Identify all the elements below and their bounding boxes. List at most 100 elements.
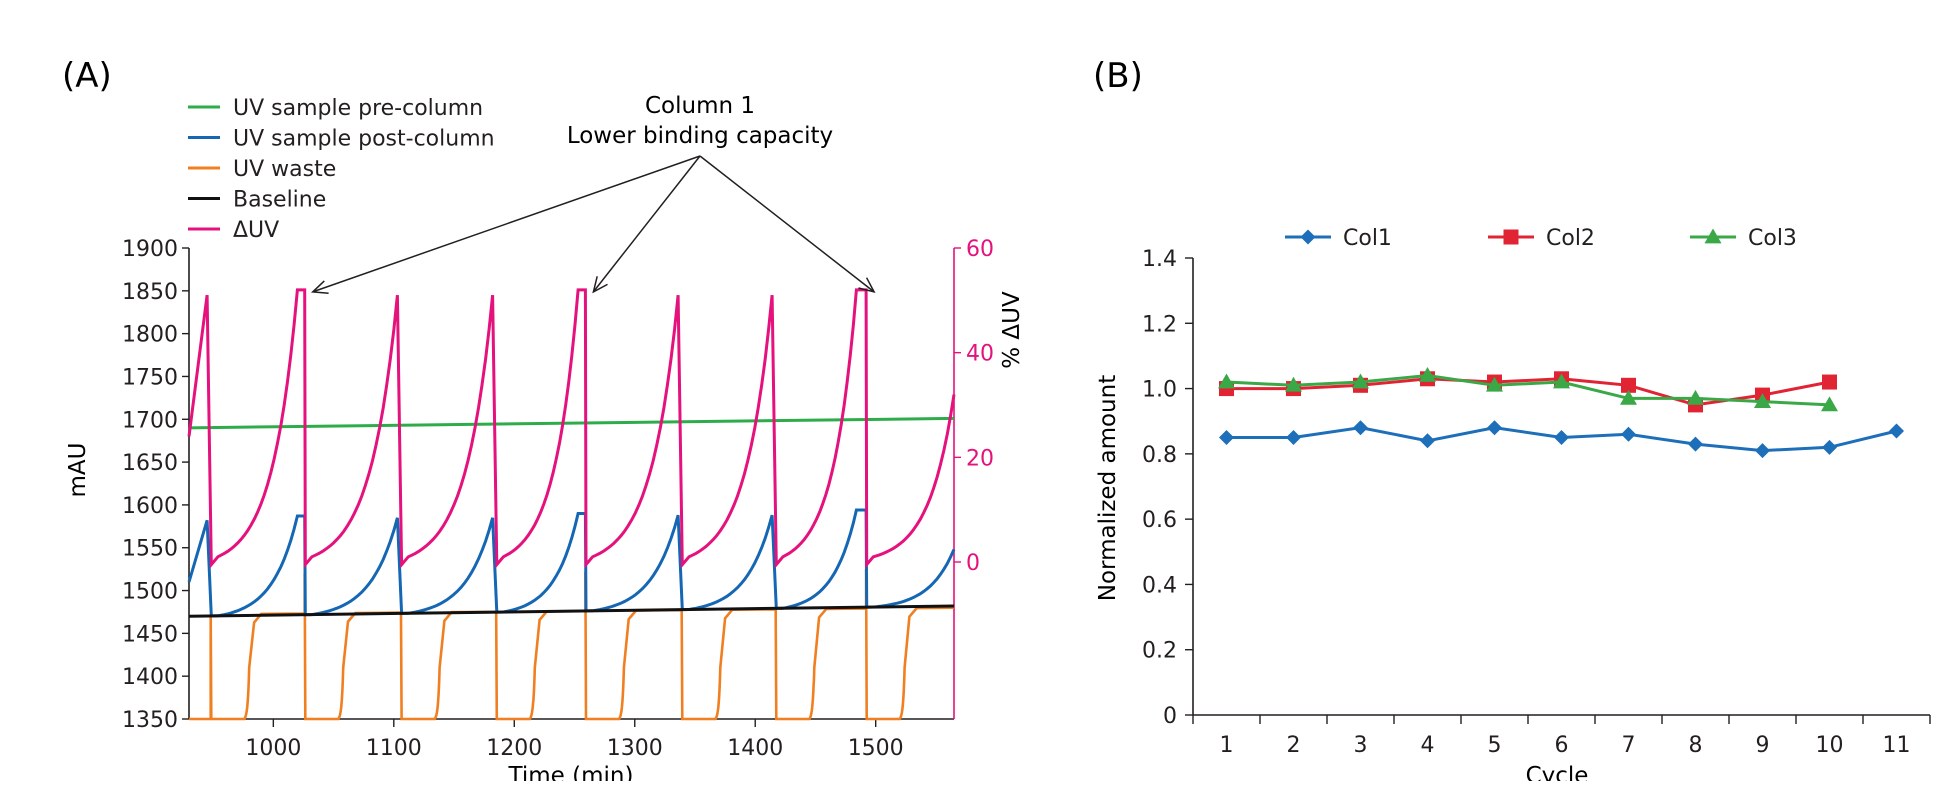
y-tick-label: 0.2 xyxy=(1142,639,1177,664)
series-col1-point xyxy=(1420,433,1435,449)
panel-b-x-axis-label: Cycle xyxy=(1526,763,1589,781)
legend-label: UV waste xyxy=(233,157,336,182)
legend-marker xyxy=(1300,229,1316,245)
y-tick-label: 1750 xyxy=(122,365,178,390)
y2-tick-label: 40 xyxy=(966,342,994,367)
y2-tick-label: 20 xyxy=(966,446,994,471)
y-tick-label: 1.2 xyxy=(1142,312,1177,337)
x-tick-label: 1400 xyxy=(727,736,783,761)
series-col3-point xyxy=(1352,373,1369,389)
series-col3-point xyxy=(1218,373,1235,389)
annotation-arrow-line xyxy=(312,155,701,293)
x-tick-label: 1500 xyxy=(848,736,904,761)
y-tick-label: 1800 xyxy=(122,323,178,348)
legend-label: UV sample post-column xyxy=(233,127,495,152)
y-tick-label: 0.4 xyxy=(1142,573,1177,598)
x-tick-label: 1200 xyxy=(486,736,542,761)
annotation-subtitle: Lower binding capacity xyxy=(567,123,833,149)
annotation-arrow-head xyxy=(858,277,876,294)
panel-a-axes: 1350 1400 1450 1500 1550 1600 1650 1700 1750 1800… xyxy=(122,237,994,761)
series-uv-pre-column xyxy=(188,416,955,430)
legend-label: Col2 xyxy=(1546,226,1595,251)
x-tick-label: 8 xyxy=(1689,733,1703,758)
panel-a-y2-axis-label: % ΔUV xyxy=(999,291,1025,369)
y-tick-label: 1450 xyxy=(122,622,178,647)
legend-marker xyxy=(1704,228,1722,244)
series-col3-point xyxy=(1687,389,1704,405)
series-col3-point xyxy=(1419,367,1436,382)
y-tick-label: 1700 xyxy=(122,408,178,433)
x-tick-label: 4 xyxy=(1421,733,1435,758)
annotation-title: Column 1 xyxy=(645,93,755,119)
x-tick-label: 10 xyxy=(1816,733,1844,758)
x-tick-label: 11 xyxy=(1883,733,1911,758)
series-col1-point xyxy=(1688,436,1703,452)
series-col1-point xyxy=(1286,430,1301,446)
panel-b-y-axis-label: Normalized amount xyxy=(1095,375,1121,602)
series-uv-post-column xyxy=(187,508,956,618)
x-tick-label: 6 xyxy=(1555,733,1569,758)
panel-a-y-axis-label: mAU xyxy=(65,443,91,498)
y-tick-label: 1550 xyxy=(122,537,178,562)
series-col1-point xyxy=(1554,430,1569,446)
series-col1-point xyxy=(1755,443,1770,459)
series-col2-point xyxy=(1822,374,1837,390)
series-col3-point xyxy=(1553,373,1570,389)
x-tick-label: 1300 xyxy=(607,736,663,761)
x-tick-label: 9 xyxy=(1756,733,1770,758)
series-col3-point xyxy=(1754,393,1771,409)
legend-label: Col3 xyxy=(1748,226,1797,251)
y-tick-label: 0.6 xyxy=(1142,508,1177,533)
series-col1-point xyxy=(1822,439,1837,455)
x-tick-label: 1 xyxy=(1220,733,1234,758)
y-tick-label: 1650 xyxy=(122,451,178,476)
annotation-arrows xyxy=(310,155,876,294)
y-tick-label: 1.4 xyxy=(1142,247,1177,272)
series-delta-uv xyxy=(187,288,956,569)
annotation-arrow-line xyxy=(699,155,875,293)
series-col3-point xyxy=(1821,396,1838,412)
series-baseline xyxy=(188,604,955,618)
panel-a-x-axis-label: Time (min) xyxy=(508,763,634,781)
series-col1-point xyxy=(1889,423,1904,439)
y2-tick-label: 0 xyxy=(966,551,980,576)
legend-label: Baseline xyxy=(233,188,326,213)
legend-marker xyxy=(1503,229,1519,245)
series-col3-line xyxy=(1226,373,1830,407)
x-tick-label: 1000 xyxy=(245,736,301,761)
x-tick-label: 3 xyxy=(1354,733,1368,758)
panel-b-label: (B) xyxy=(1093,56,1143,96)
panel-b-axes: 0 0.2 0.4 0.6 0.8 1.0 1.2 1.4 1 2 3 4 5 6 7 8 9 10 11 xyxy=(1142,247,1931,758)
y-tick-label: 1350 xyxy=(122,708,178,733)
annotation-arrow-head xyxy=(592,276,608,294)
panel-a-label: (A) xyxy=(62,56,112,96)
y-tick-label: 1400 xyxy=(122,665,178,690)
series-col1-point xyxy=(1487,420,1502,436)
series-col2-point xyxy=(1621,377,1636,393)
series-col3-point xyxy=(1285,376,1302,392)
annotation-arrow-line xyxy=(592,155,701,293)
panel-b-legend: Col1 Col2 Col3 xyxy=(1285,226,1797,251)
y-tick-label: 1900 xyxy=(122,237,178,262)
panel-b: (B) Col1 Col2 Col3 0 0.2 0.4 0.6 0.8 1.0 1.2 1.4 1… xyxy=(1093,56,1931,785)
annotation-arrow-head xyxy=(310,280,329,294)
y-tick-label: 0 xyxy=(1163,704,1177,729)
x-tick-label: 1100 xyxy=(366,736,422,761)
y-tick-label: 1600 xyxy=(122,494,178,519)
panel-a: (A) UV sample pre-column UV sample post-c… xyxy=(62,56,1025,785)
y-tick-label: 1.0 xyxy=(1142,378,1177,403)
y2-tick-label: 60 xyxy=(966,237,994,262)
legend-label: ΔUV xyxy=(233,218,279,243)
x-tick-label: 5 xyxy=(1488,733,1502,758)
panel-b-plot xyxy=(1218,367,1904,459)
panel-a-legend: UV sample pre-column UV sample post-colum… xyxy=(188,96,495,243)
legend-label: UV sample pre-column xyxy=(233,96,483,121)
y-tick-label: 0.8 xyxy=(1142,443,1177,468)
series-col1-point xyxy=(1219,430,1234,446)
legend-label: Col1 xyxy=(1343,226,1392,251)
series-col3-point xyxy=(1486,376,1503,392)
panel-a-plot xyxy=(187,288,956,721)
series-col1-point xyxy=(1621,426,1636,442)
